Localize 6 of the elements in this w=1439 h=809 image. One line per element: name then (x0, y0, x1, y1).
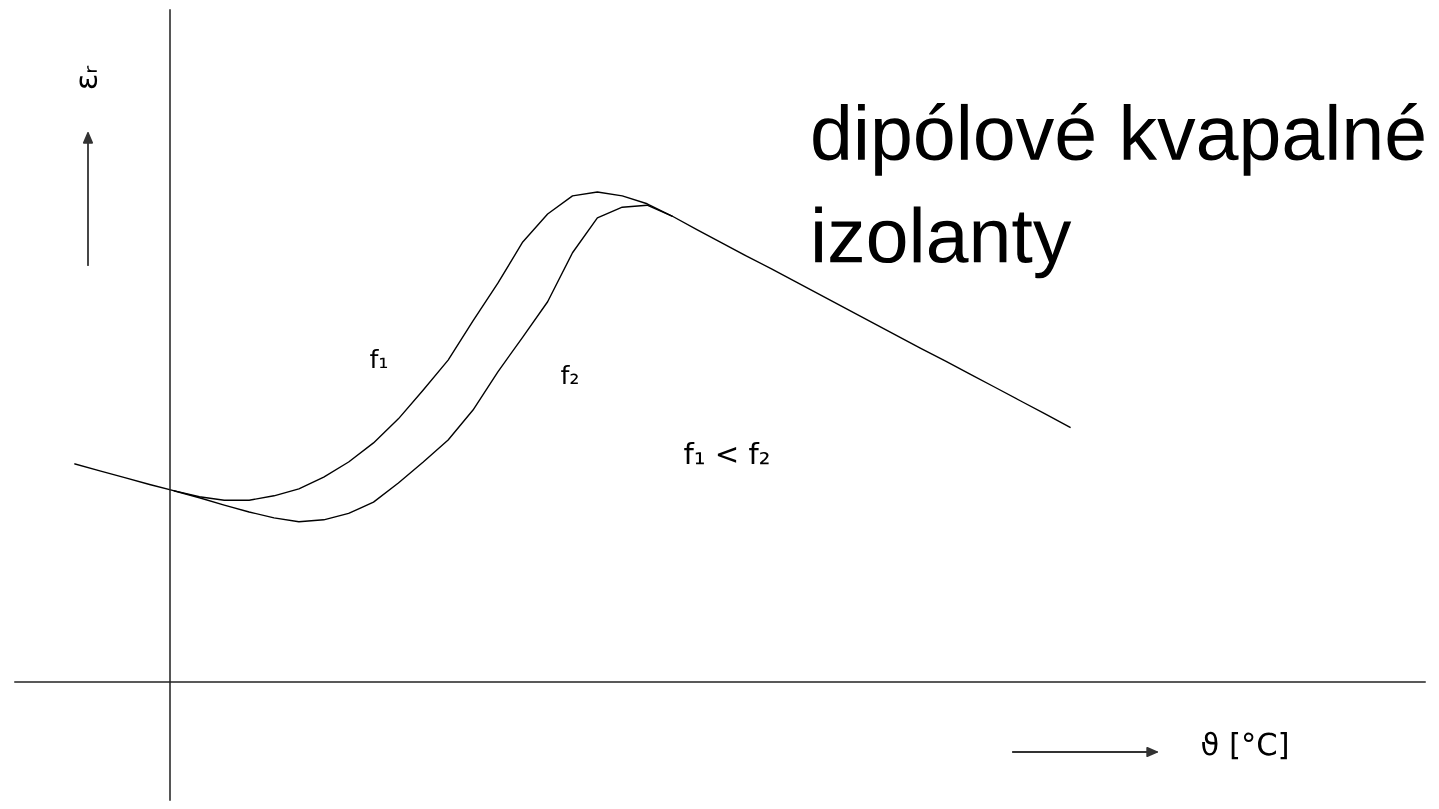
series-label: f₂ (561, 364, 578, 384)
y-axis-title: εᵣ (79, 65, 98, 89)
series-label: f₁ (370, 348, 388, 368)
x-axis-title: ϑ [°C] (1202, 731, 1287, 760)
annotation: f₁ < f₂ (684, 441, 769, 465)
chart-title: dipólové kvapalné izolanty (813, 103, 1424, 279)
